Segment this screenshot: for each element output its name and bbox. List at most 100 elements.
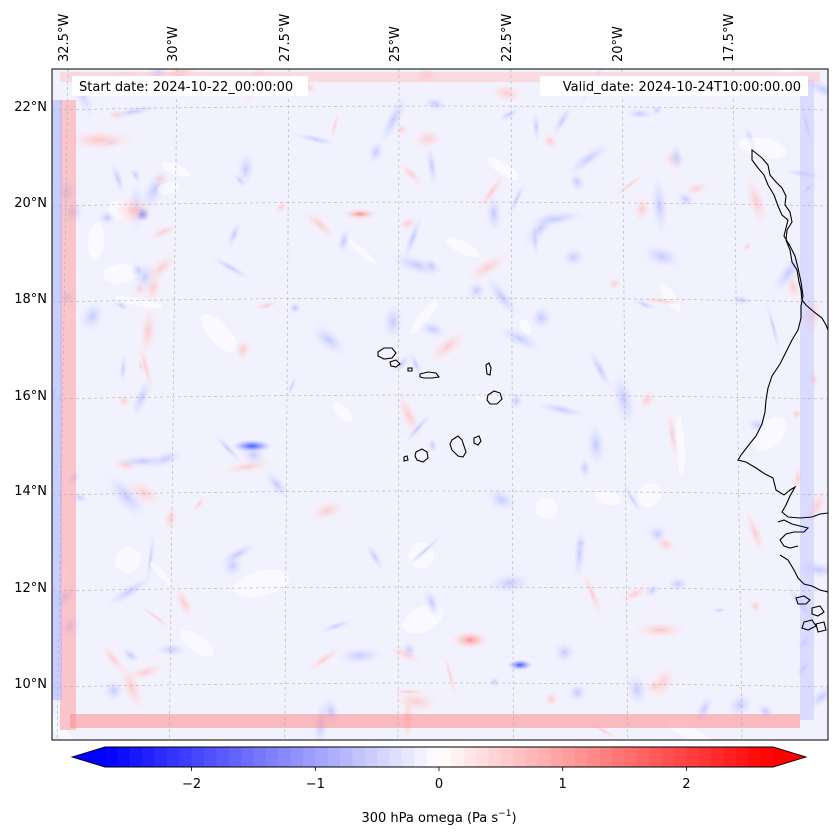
field-blob <box>180 629 214 657</box>
meridian-line <box>56 69 69 740</box>
valid-date-box <box>540 76 808 96</box>
field-blob <box>162 162 190 177</box>
colorbar-step <box>488 747 502 767</box>
colorbar-step <box>315 747 329 767</box>
colorbar-step <box>500 747 514 767</box>
brava-island <box>403 455 409 462</box>
colorbar-step <box>550 747 564 767</box>
colorbar-step <box>290 747 304 767</box>
field-blob <box>631 298 658 311</box>
field-blob <box>496 325 544 353</box>
bijagos-islands <box>795 595 827 633</box>
field-blob <box>207 253 254 282</box>
field-feature <box>60 128 140 152</box>
field-blob <box>769 248 808 297</box>
colorbar-tick-label: 1 <box>559 777 567 792</box>
lat-label: 22°N <box>14 100 47 115</box>
lat-label: 18°N <box>14 292 47 307</box>
guinea-bissau-coast <box>779 554 828 593</box>
colorbar-step <box>686 747 700 767</box>
lon-label: 25°W <box>388 26 403 62</box>
meridian-line <box>169 69 178 740</box>
field-blob <box>465 280 488 301</box>
field-blob <box>764 297 782 356</box>
colorbar-step <box>599 747 613 767</box>
meridian-line <box>284 69 290 740</box>
field-blob <box>616 584 653 604</box>
field-blob <box>107 104 161 119</box>
lon-label: 17.5°W <box>722 14 737 62</box>
field-blob <box>52 709 72 740</box>
field-blob <box>441 646 459 707</box>
start-date-label: Start date: 2024-10-22_00:00:00 <box>79 80 293 95</box>
field-blob <box>747 598 764 615</box>
colorbar-step <box>612 747 626 767</box>
colorbar-step <box>661 747 675 767</box>
colorbar-step <box>439 747 452 767</box>
field-blob <box>463 250 512 284</box>
field-feature <box>230 439 274 453</box>
field-blob <box>427 436 439 455</box>
colorbar-step <box>340 747 353 767</box>
field-blob <box>103 471 150 522</box>
field-blob <box>103 574 155 609</box>
colorbar-step <box>451 747 465 767</box>
field-blob <box>162 503 180 534</box>
meridian-line <box>510 69 514 740</box>
colorbar-step <box>389 747 403 767</box>
field-blob <box>391 689 442 715</box>
colorbar-step <box>191 747 205 767</box>
field-blob <box>103 263 138 284</box>
colorbar-step <box>562 747 576 767</box>
lat-label: 12°N <box>14 581 47 596</box>
field-blob <box>402 212 424 263</box>
colorbar-step <box>698 747 712 767</box>
colorbar-step <box>723 747 737 767</box>
field-feature <box>342 208 378 220</box>
colorbar-step <box>203 747 217 767</box>
colorbar-step <box>735 747 749 767</box>
santa-luzia-island <box>407 367 413 372</box>
field-blob <box>623 107 656 120</box>
field-blob <box>422 257 441 275</box>
field-blob <box>218 541 259 567</box>
colorbar-step <box>674 747 687 767</box>
colorbar-step <box>117 747 131 767</box>
field-blob <box>401 410 434 447</box>
colorbar-step <box>748 747 762 767</box>
right-edge-band <box>800 80 814 720</box>
longitude-labels: 32.5°W 30°W 27.5°W 25°W 22.5°W 20°W 17.5… <box>57 14 737 62</box>
field-blob <box>742 172 770 231</box>
field-blob <box>625 671 649 707</box>
field-blob <box>474 169 509 215</box>
field-feature <box>506 659 534 671</box>
field-blob <box>130 375 153 420</box>
maio-island <box>473 435 482 446</box>
colorbar-step <box>624 747 638 767</box>
field-blob <box>392 353 412 374</box>
field-blob <box>422 95 449 113</box>
colorbar-step <box>587 747 601 767</box>
field-blob <box>302 644 345 675</box>
field-blob <box>212 432 244 465</box>
field-blob <box>409 128 447 150</box>
field-blob <box>118 353 128 386</box>
field-blob <box>336 226 352 256</box>
field-blob <box>533 401 590 419</box>
coastlines <box>377 148 828 633</box>
field-blob <box>485 485 518 514</box>
sal-island <box>485 362 492 376</box>
parallel-line <box>52 201 828 207</box>
field-blob <box>729 294 754 306</box>
colorbar: −2 −1 0 1 2 300 hPa omega (Pa s−1) <box>70 746 808 826</box>
field-blob <box>710 607 728 614</box>
field-blob <box>606 276 623 291</box>
field-blob <box>262 468 292 501</box>
top-edge-band <box>60 72 820 82</box>
field-blob <box>380 302 406 343</box>
colorbar-tick-label: −2 <box>182 777 201 792</box>
field-blob <box>650 104 664 116</box>
colorbar-step <box>426 747 440 767</box>
lon-label: 22.5°W <box>500 14 515 62</box>
